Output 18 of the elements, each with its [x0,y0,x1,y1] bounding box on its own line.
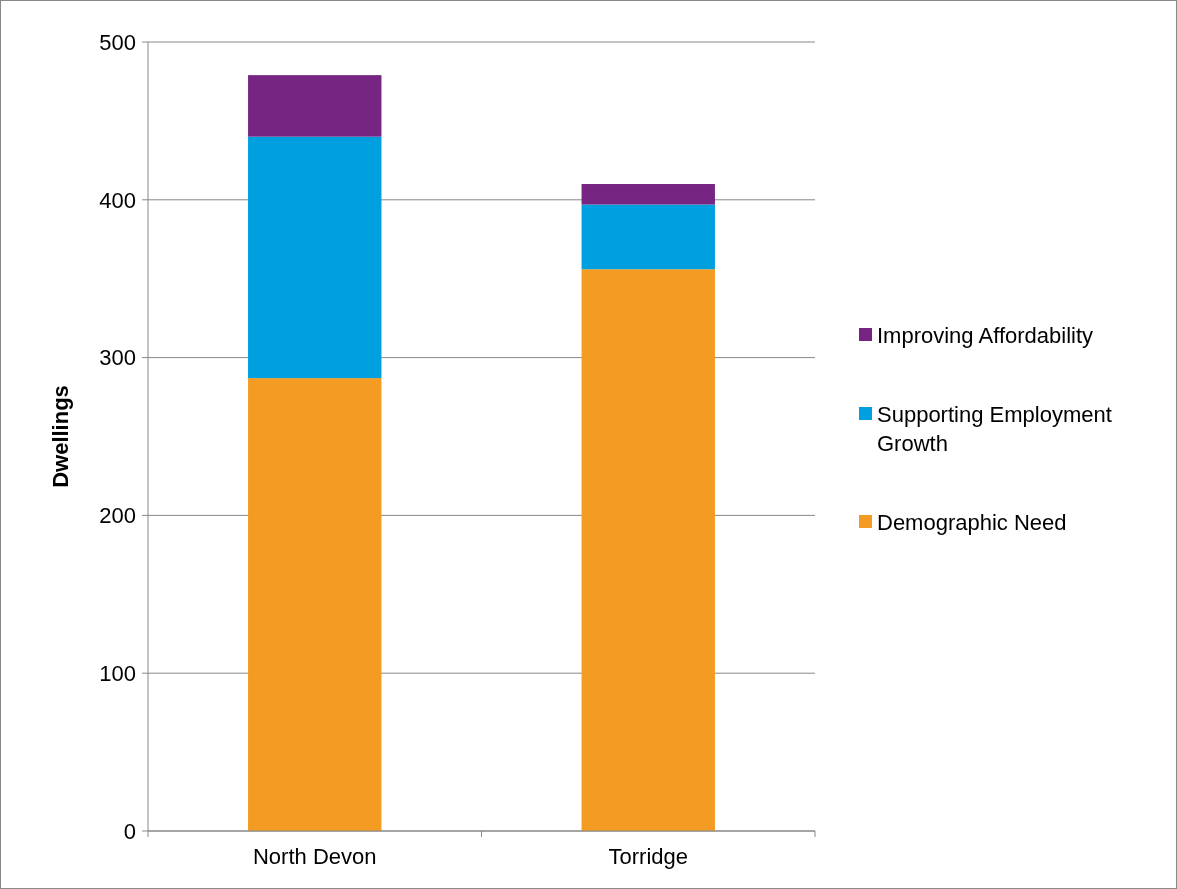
bar [581,269,715,831]
bar [248,136,382,379]
y-tick-label: 500 [99,29,136,55]
x-tick-label: Torridge [608,844,688,869]
y-tick-label: 0 [123,818,136,844]
x-tick-label: North Devon [252,844,377,869]
legend-label: Demographic Need [877,509,1067,535]
y-tick-label: 300 [99,345,136,371]
y-tick-label: 400 [99,187,136,213]
legend-label: Supporting Employment Growth [877,401,1112,456]
y-tick-label: 200 [99,503,136,529]
bar [581,204,715,270]
y-axis-title: Dwellings [48,385,73,488]
y-tick-label: 100 [99,660,136,686]
legend-label: Improving Affordability [877,322,1094,348]
bar [581,184,715,205]
bar [248,75,382,137]
bar [248,378,382,831]
